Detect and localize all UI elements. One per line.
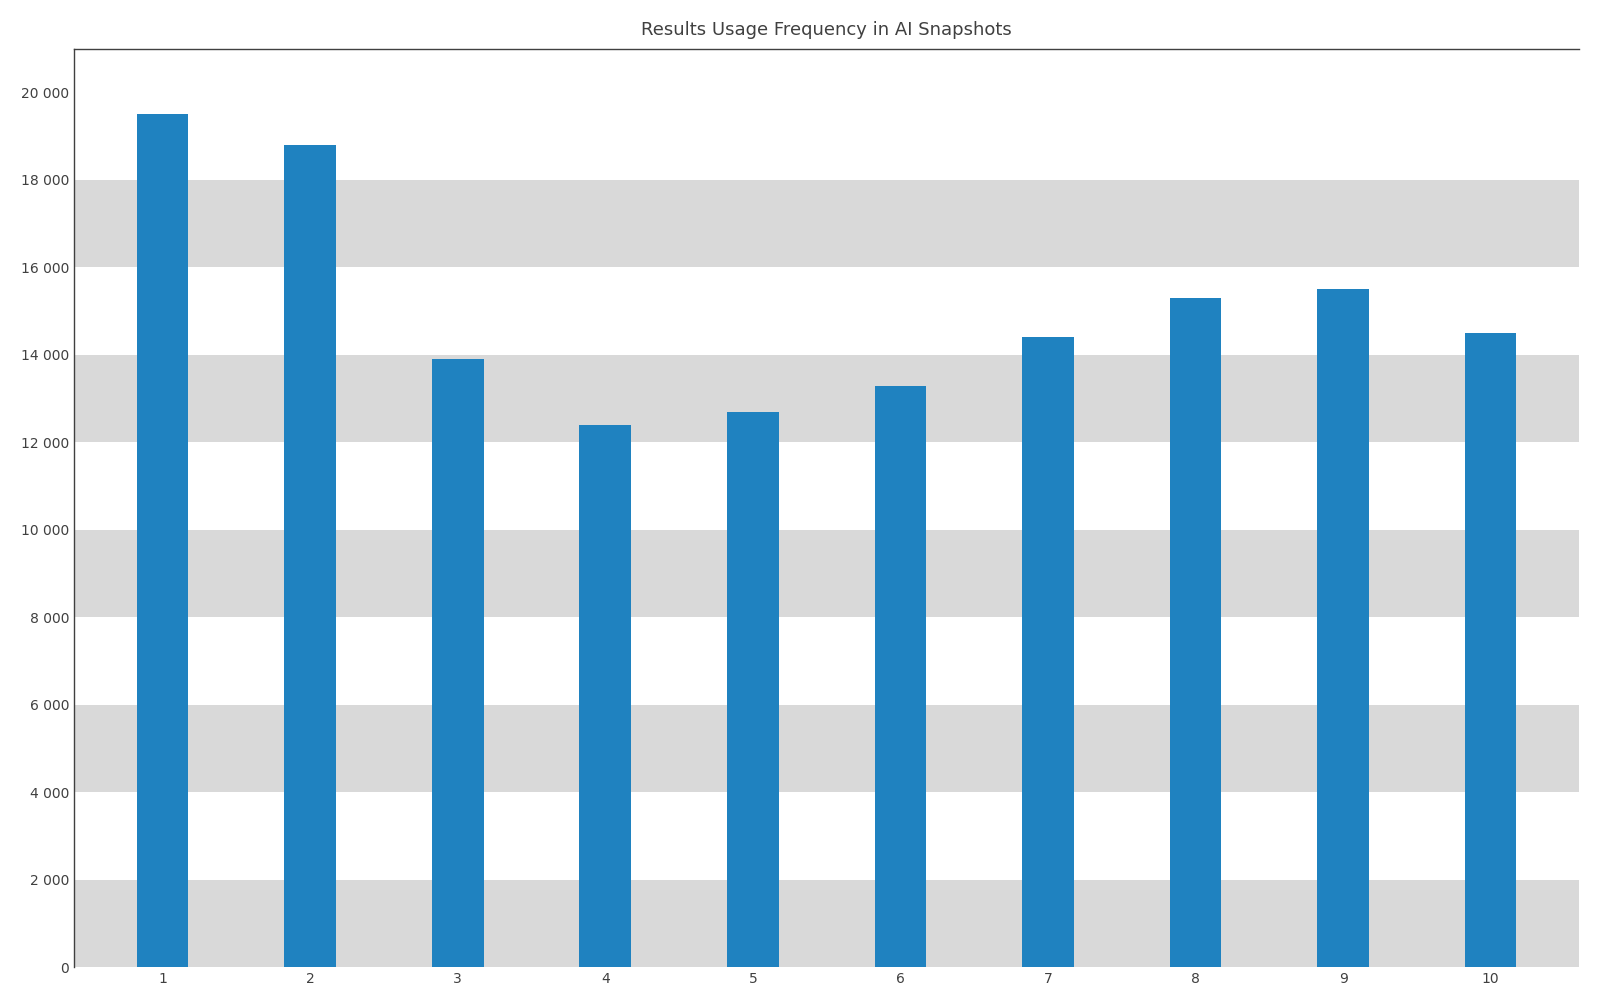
Bar — [1170, 298, 1221, 968]
Bar — [74, 530, 1579, 617]
Bar — [74, 268, 1579, 354]
Bar — [1022, 337, 1074, 968]
Title: Results Usage Frequency in AI Snapshots: Results Usage Frequency in AI Snapshots — [642, 21, 1011, 39]
Bar — [726, 412, 779, 968]
Bar — [285, 145, 336, 968]
Bar — [1466, 333, 1517, 968]
Bar — [136, 115, 189, 968]
Bar — [432, 359, 483, 968]
Bar — [74, 442, 1579, 530]
Bar — [74, 180, 1579, 268]
Bar — [74, 93, 1579, 180]
Bar — [579, 425, 630, 968]
Bar — [1317, 289, 1370, 968]
Bar — [74, 354, 1579, 442]
Bar — [74, 705, 1579, 793]
Bar — [74, 793, 1579, 880]
Bar — [875, 386, 926, 968]
Bar — [74, 880, 1579, 968]
Bar — [74, 617, 1579, 705]
